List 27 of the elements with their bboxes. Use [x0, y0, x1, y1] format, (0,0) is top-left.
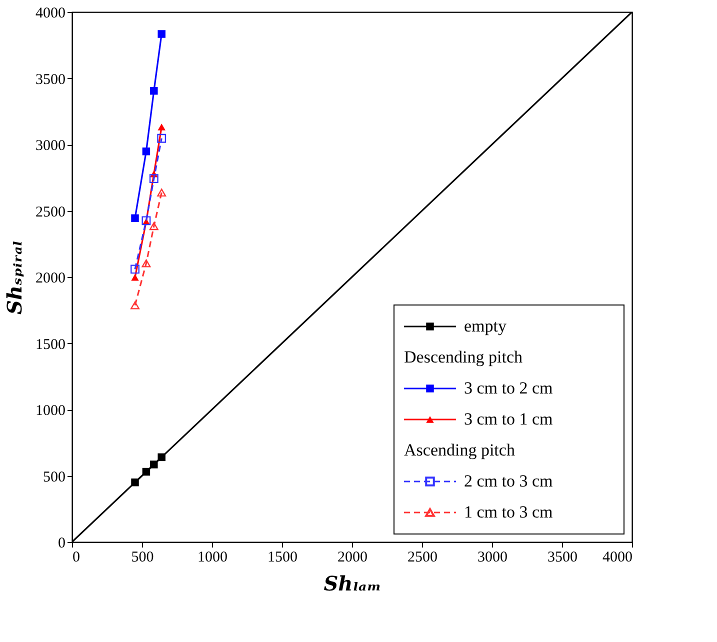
- legend-label: empty: [464, 316, 507, 336]
- x-tick-label: 3000: [478, 550, 508, 566]
- y-tick-label: 0: [58, 536, 66, 552]
- x-axis-title: Shₗₐₘ: [324, 572, 382, 596]
- y-tick-label: 1000: [36, 403, 66, 419]
- legend-label: 2 cm to 3 cm: [464, 472, 553, 490]
- y-tick-label: 1500: [36, 336, 66, 353]
- x-tick-label: 500: [131, 550, 154, 566]
- x-tick-label: 1500: [268, 550, 298, 566]
- y-tick-label: 500: [43, 469, 66, 486]
- x-tick-label: 3500: [548, 550, 578, 566]
- legend-label: 3 cm to 1 cm: [464, 410, 553, 428]
- y-axis-title: Shₛₚᵢᵣₐₗ: [2, 240, 26, 314]
- x-tick-label: 2000: [338, 550, 368, 566]
- y-tick-label: 4000: [36, 6, 66, 22]
- legend-label: 1 cm to 3 cm: [464, 502, 553, 522]
- y-tick-label: 2000: [36, 270, 66, 286]
- y-tick-label: 3000: [36, 138, 66, 154]
- y-tick-label: 3500: [36, 72, 66, 88]
- y-tick-label: 2500: [36, 204, 66, 220]
- x-tick-label: 2500: [408, 550, 438, 566]
- legend-label: 3 cm to 2 cm: [464, 378, 553, 398]
- annotation: Descending pitch: [404, 348, 523, 366]
- x-tick-label: 0: [72, 550, 80, 566]
- annotation: Ascending pitch: [404, 440, 516, 460]
- x-tick-label: 1000: [198, 550, 228, 566]
- x-tick-label: 4000: [602, 550, 632, 566]
